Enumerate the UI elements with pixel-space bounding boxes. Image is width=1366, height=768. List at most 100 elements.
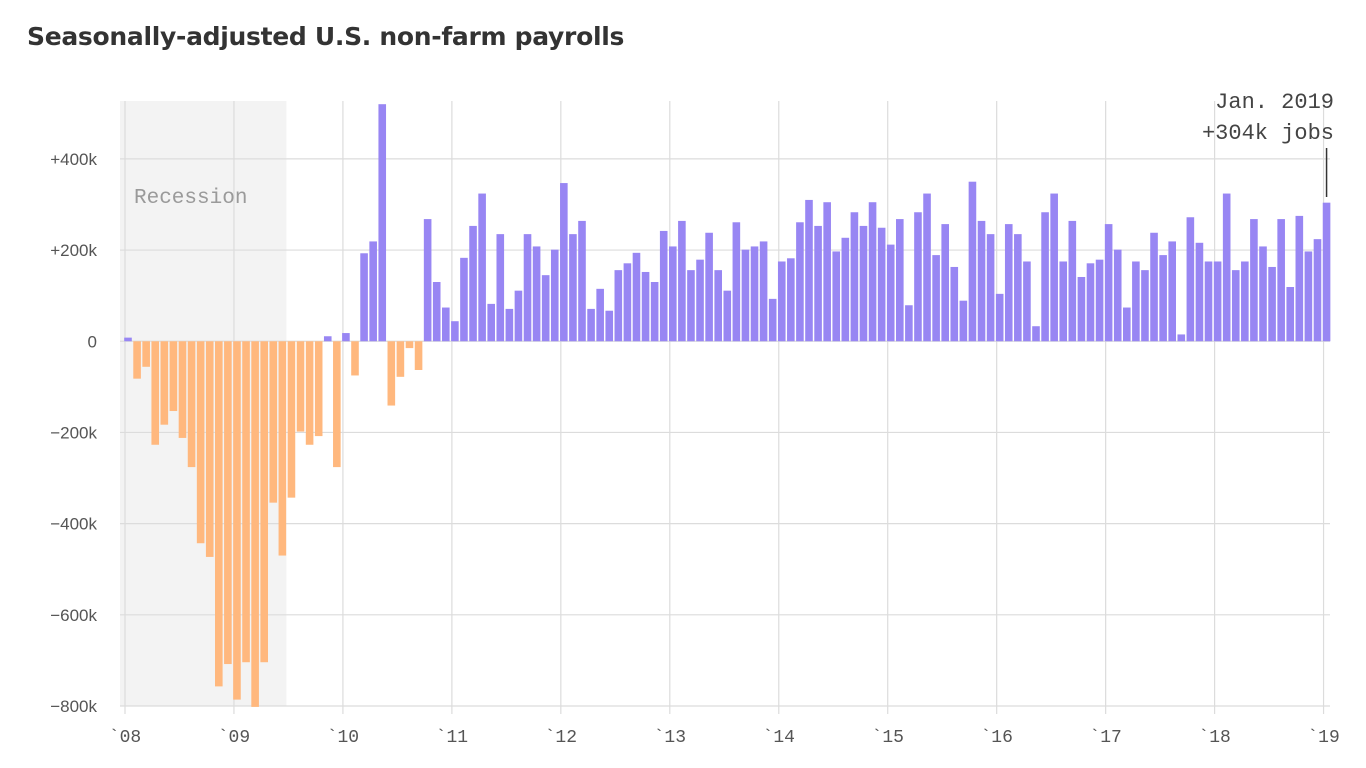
x-tick-label: `09 [218, 728, 250, 748]
bar [496, 234, 505, 342]
bar [596, 288, 604, 342]
bar [768, 298, 777, 342]
bar [333, 341, 341, 468]
bar [605, 310, 614, 342]
bar [387, 341, 396, 406]
x-tick-label: `19 [1307, 728, 1339, 748]
bar [169, 341, 178, 412]
bar [1277, 219, 1285, 342]
bar [405, 341, 414, 349]
bar [187, 341, 196, 468]
bar [886, 244, 895, 342]
y-tick-label: −600k [50, 606, 97, 625]
bar [269, 341, 278, 503]
bar [1313, 239, 1322, 342]
x-tick-label: `18 [1198, 728, 1230, 748]
bar [523, 234, 532, 342]
y-tick-label: +200k [50, 241, 97, 260]
bar [133, 341, 141, 379]
bar [723, 290, 732, 342]
bar [841, 237, 850, 342]
bar [1168, 241, 1176, 342]
bar [614, 270, 623, 342]
bar [360, 253, 368, 342]
bar [550, 249, 559, 342]
bar [941, 224, 949, 342]
chart-title: Seasonally-adjusted U.S. non-farm payrol… [27, 22, 625, 51]
bar [233, 341, 241, 700]
bar [569, 234, 577, 342]
bar [632, 252, 641, 342]
bar [1259, 246, 1267, 342]
bar [378, 104, 387, 342]
bar [823, 202, 831, 342]
bar [650, 281, 659, 342]
bar [641, 271, 650, 342]
x-tick-label: `12 [545, 728, 577, 748]
bar [868, 202, 877, 342]
bar [124, 337, 132, 342]
bar [1204, 261, 1213, 342]
bar [578, 220, 586, 342]
x-tick-label: `14 [763, 728, 795, 748]
bar [296, 341, 305, 432]
bar [1104, 224, 1113, 342]
x-tick-label: `16 [980, 728, 1012, 748]
bar [914, 212, 922, 342]
bar [905, 305, 913, 342]
bar [1213, 261, 1222, 342]
bar [514, 290, 523, 342]
bar [805, 199, 813, 342]
bar [787, 258, 795, 342]
bar [251, 341, 259, 707]
bar [669, 246, 677, 342]
y-tick-label: 0 [88, 332, 97, 351]
bar [460, 257, 468, 342]
bar [1032, 326, 1040, 342]
bar [732, 222, 741, 342]
bar [432, 281, 441, 342]
bar [741, 249, 750, 342]
bar [469, 225, 477, 342]
bar [478, 193, 486, 342]
bar [896, 219, 904, 342]
bar [986, 234, 995, 342]
bar [968, 181, 977, 342]
bar [950, 266, 959, 342]
bar [1132, 261, 1140, 342]
gridlines [120, 101, 1330, 714]
x-tick-label: `10 [327, 728, 359, 748]
x-tick-label: `17 [1089, 728, 1121, 748]
bar [1023, 261, 1031, 342]
bar [859, 225, 868, 342]
bar [1004, 224, 1013, 342]
annotation-line-2: +304k jobs [1202, 121, 1334, 146]
bar [1086, 263, 1095, 342]
bar [260, 341, 268, 663]
bar [178, 341, 187, 438]
x-tick-label: `11 [436, 728, 468, 748]
x-tick-label: `15 [872, 728, 904, 748]
bar [1141, 270, 1149, 342]
bar [777, 261, 786, 342]
y-axis: +400k +200k 0 −200k −400k −600k −800k [50, 150, 97, 716]
bar [224, 341, 232, 665]
bar [750, 246, 759, 342]
bar [1177, 334, 1186, 342]
x-tick-label: `13 [654, 728, 686, 748]
x-tick-label: `08 [109, 728, 141, 748]
bar [1159, 255, 1167, 342]
bar [814, 225, 822, 342]
bar [532, 246, 541, 342]
bar [1050, 193, 1058, 342]
y-tick-label: −200k [50, 423, 97, 442]
bar [287, 341, 296, 498]
bar [1241, 261, 1249, 342]
bar [1195, 242, 1204, 342]
bars [124, 104, 1331, 707]
bar [1186, 217, 1195, 342]
bar [678, 220, 686, 342]
bar [242, 341, 250, 663]
bar [1095, 259, 1104, 342]
